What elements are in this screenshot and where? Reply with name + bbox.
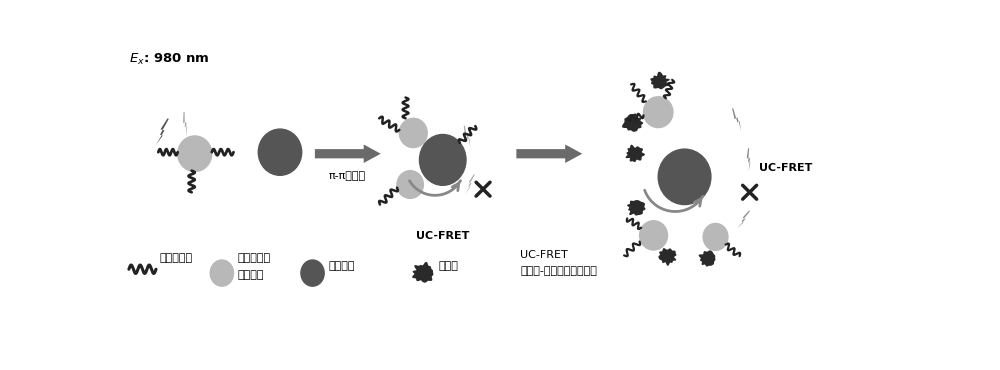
Ellipse shape [640, 221, 668, 250]
Ellipse shape [258, 129, 302, 175]
Polygon shape [516, 145, 582, 163]
Ellipse shape [397, 171, 423, 198]
Text: 发光颗粒: 发光颗粒 [237, 270, 264, 280]
Text: UC-FRET: UC-FRET [416, 231, 469, 241]
Polygon shape [622, 114, 643, 132]
Polygon shape [699, 250, 715, 267]
Polygon shape [737, 211, 750, 229]
Polygon shape [315, 145, 381, 163]
Text: 上转换-荧光共振能量转移: 上转换-荧光共振能量转移 [520, 266, 597, 276]
Polygon shape [650, 72, 670, 89]
Ellipse shape [658, 149, 711, 205]
Text: 稀土上转换: 稀土上转换 [237, 253, 270, 263]
Text: 聚多巴胺: 聚多巴胺 [328, 261, 355, 271]
Ellipse shape [178, 136, 212, 172]
Text: UC-FRET: UC-FRET [759, 162, 812, 172]
Ellipse shape [420, 134, 466, 185]
Polygon shape [732, 108, 741, 132]
Text: π-π自组装: π-π自组装 [329, 171, 366, 181]
Ellipse shape [301, 260, 324, 286]
Ellipse shape [210, 260, 234, 286]
Polygon shape [747, 148, 750, 172]
Polygon shape [626, 145, 645, 162]
Polygon shape [156, 118, 169, 145]
Polygon shape [412, 262, 433, 283]
Ellipse shape [643, 97, 673, 128]
Text: UC-FRET: UC-FRET [520, 250, 568, 260]
Text: $E_x$: 980 nm: $E_x$: 980 nm [129, 52, 209, 67]
Text: 氯霉素: 氯霉素 [439, 261, 459, 271]
Polygon shape [183, 112, 187, 137]
Text: 核酸适配体: 核酸适配体 [160, 253, 193, 263]
Ellipse shape [399, 118, 427, 148]
Polygon shape [627, 200, 646, 216]
Polygon shape [464, 125, 470, 148]
Polygon shape [465, 174, 475, 194]
Ellipse shape [703, 223, 728, 250]
Polygon shape [658, 248, 676, 266]
